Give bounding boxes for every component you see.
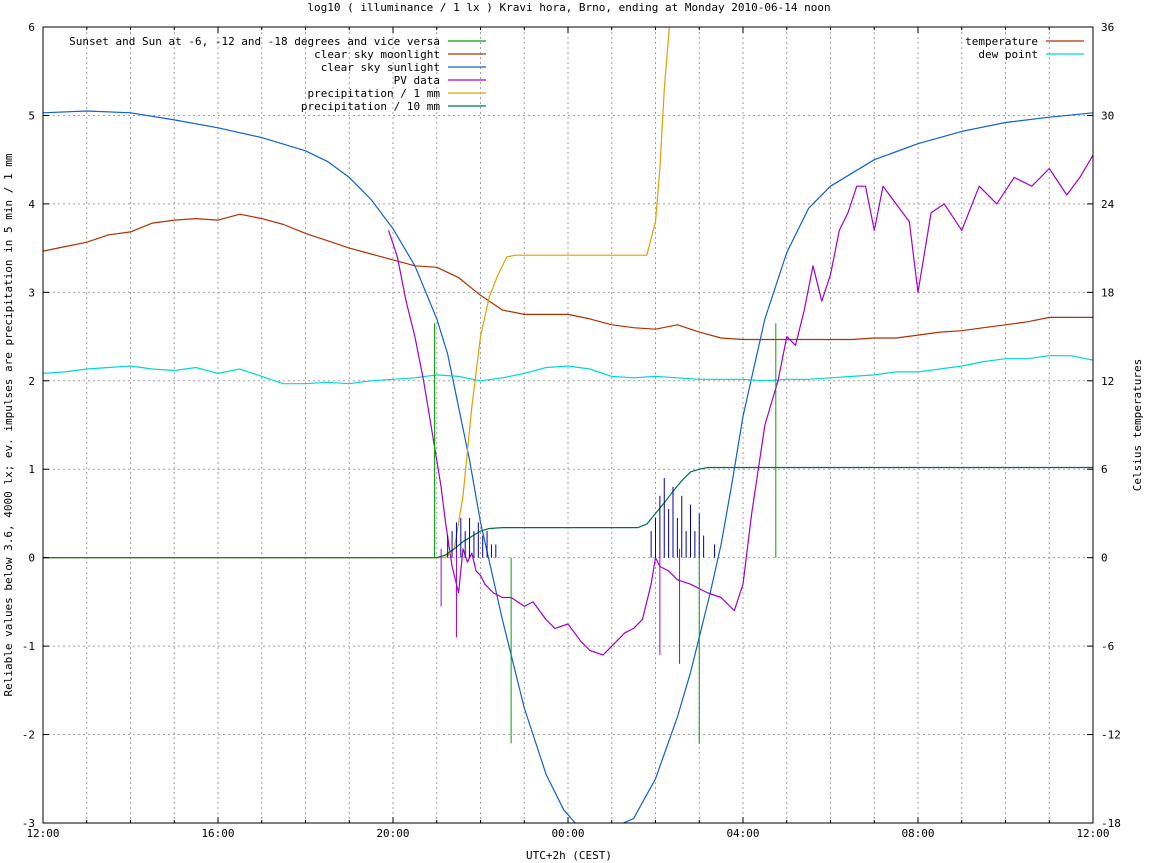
y-tick-label: -3	[22, 817, 35, 830]
legend-label: PV data	[394, 74, 440, 87]
series-temperature	[43, 213, 1093, 341]
y-tick-label: 5	[28, 109, 35, 122]
y2-tick-label: 24	[1101, 198, 1115, 211]
y2-tick-label: 30	[1101, 109, 1114, 122]
x-axis-label: UTC+2h (CEST)	[526, 849, 612, 862]
series-layer	[43, 27, 1093, 823]
series-clear-sky-sunlight	[43, 110, 1093, 823]
series-precipitation-1-mm	[43, 27, 670, 559]
y-tick-label: 2	[28, 375, 35, 388]
y2-tick-label: 6	[1101, 463, 1108, 476]
legend-label: clear sky moonlight	[314, 48, 440, 61]
x-tick-label: 12:00	[1076, 827, 1109, 840]
legend-label: temperature	[965, 35, 1038, 48]
y2-tick-label: -18	[1101, 817, 1121, 830]
series-dew-point	[43, 355, 1093, 385]
y2-tick-label: -6	[1101, 640, 1114, 653]
y-tick-label: 0	[28, 552, 35, 565]
y-tick-label: 3	[28, 286, 35, 299]
chart-title: log10 ( illuminance / 1 lx ) Kravi hora,…	[307, 1, 830, 14]
y-tick-label: -1	[22, 640, 35, 653]
y2-tick-label: 0	[1101, 552, 1108, 565]
x-tick-label: 12:00	[26, 827, 59, 840]
y-tick-label: -2	[22, 729, 35, 742]
y2-axis-label: Celsius temperatures	[1131, 359, 1144, 491]
y-tick-label: 1	[28, 463, 35, 476]
legend-label: Sunset and Sun at -6, -12 and -18 degree…	[69, 35, 440, 48]
ticks: 12:00 16:00 20:00 00:00 04:00 08:00 12:00-3-2-…	[22, 21, 1121, 840]
y-axis-label: Reliable values below 3.6, 4000 lx; ev. …	[2, 153, 15, 696]
y2-tick-label: 18	[1101, 286, 1114, 299]
legend-label: dew point	[978, 48, 1038, 61]
y2-tick-label: -12	[1101, 729, 1121, 742]
series-precipitation-10-mm	[43, 466, 1093, 559]
series-pv-data	[388, 154, 1093, 656]
y2-tick-label: 12	[1101, 375, 1114, 388]
x-tick-label: 04:00	[726, 827, 759, 840]
legend: Sunset and Sun at -6, -12 and -18 degree…	[69, 35, 1084, 113]
legend-label: clear sky sunlight	[321, 61, 440, 74]
legend-label: precipitation / 1 mm	[308, 87, 441, 100]
x-tick-label: 16:00	[201, 827, 234, 840]
legend-label: precipitation / 10 mm	[301, 100, 440, 113]
y-tick-label: 4	[28, 198, 35, 211]
x-tick-label: 20:00	[376, 827, 409, 840]
y-tick-label: 6	[28, 21, 35, 34]
x-tick-label: 08:00	[901, 827, 934, 840]
impulse-layer	[434, 323, 777, 744]
y2-tick-label: 36	[1101, 21, 1114, 34]
x-tick-label: 00:00	[551, 827, 584, 840]
